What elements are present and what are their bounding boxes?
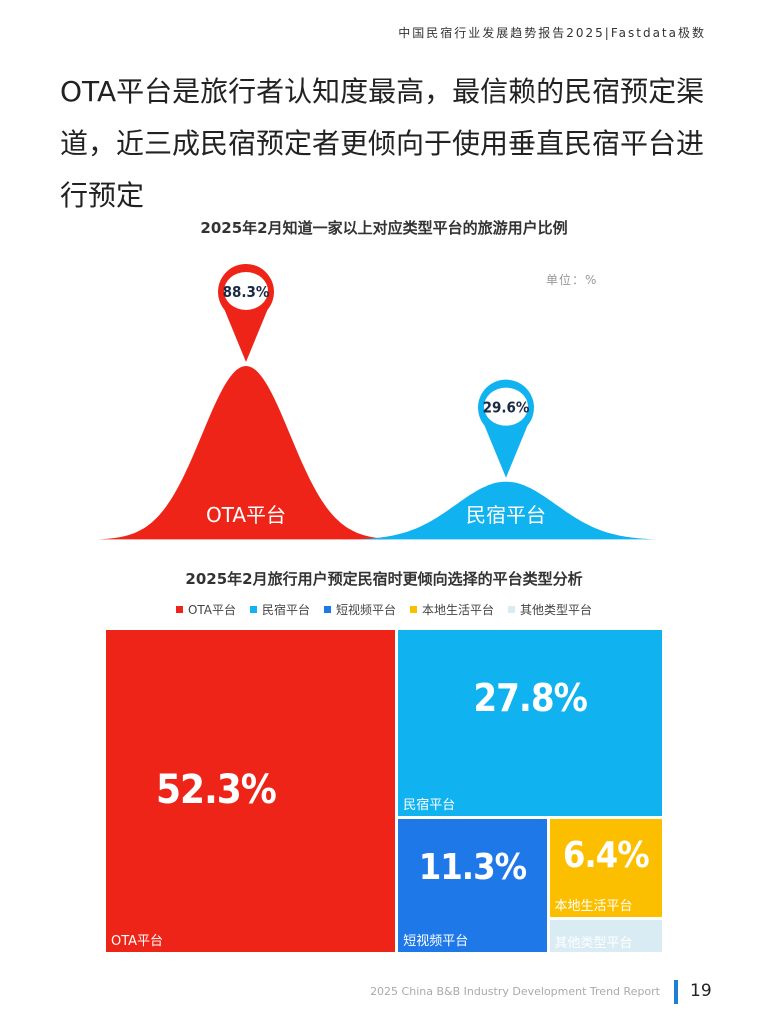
- legend-label: 民宿平台: [262, 603, 311, 617]
- treemap-category-label: 民宿平台: [403, 798, 456, 814]
- legend-label: 本地生活平台: [422, 603, 495, 617]
- page-number: 19: [690, 981, 712, 1001]
- treemap-chart-title: 2025年2月旅行用户预定民宿时更倾向选择的平台类型分析: [185, 570, 583, 588]
- awareness-bell-chart: OTA平台 88.3% 民宿平台 29.6%: [98, 263, 658, 540]
- treemap-category-label: 其他类型平台: [554, 935, 633, 951]
- treemap-category-label: 本地生活平台: [554, 898, 633, 914]
- legend-item: 短视频平台: [324, 601, 396, 618]
- treemap-cell: 其他类型平台: [549, 919, 662, 952]
- treemap-value-label: 27.8%: [473, 676, 588, 721]
- treemap-cell: 27.8% 民宿平台: [398, 630, 662, 817]
- bell-chart-title: 2025年2月知道一家以上对应类型平台的旅游用户比例: [200, 219, 568, 237]
- bell-value-label: 29.6%: [483, 399, 530, 417]
- pin-inner-circle: [224, 272, 268, 310]
- bell-category-label: OTA平台: [206, 503, 286, 527]
- bell-category-label: 民宿平台: [466, 503, 546, 527]
- legend-item: 其他类型平台: [508, 601, 592, 618]
- treemap-value-label: 6.4%: [562, 834, 650, 876]
- treemap-value-label: 52.3%: [156, 767, 277, 813]
- legend-swatch: [324, 606, 332, 613]
- legend-swatch: [508, 606, 516, 613]
- treemap-cell: 11.3% 短视频平台: [398, 819, 547, 952]
- legend-item: 民宿平台: [250, 601, 310, 618]
- legend-label: OTA平台: [187, 603, 236, 617]
- treemap-category-label: OTA平台: [111, 934, 164, 949]
- bell-curve-1: [98, 366, 394, 540]
- legend-item: 本地生活平台: [410, 601, 494, 618]
- report-header: 中国民宿行业发展趋势报告2025|Fastdata极数: [398, 26, 706, 40]
- legend-swatch: [410, 606, 418, 613]
- treemap-legend: OTA平台 民宿平台 短视频平台 本地生活平台 其他类型平台: [0, 601, 768, 618]
- treemap-cell: 6.4% 本地生活平台: [549, 819, 662, 917]
- legend-swatch: [250, 606, 257, 613]
- treemap-value-label: 11.3%: [418, 846, 527, 888]
- legend-swatch: [175, 606, 183, 613]
- treemap-category-label: 短视频平台: [403, 933, 469, 949]
- bell-chart-unit: 单位：%: [546, 273, 598, 287]
- bell-value-label: 88.3%: [223, 283, 270, 301]
- legend-label: 短视频平台: [336, 603, 397, 617]
- footer-accent-bar: [674, 980, 678, 1004]
- pin-inner-circle: [484, 387, 528, 426]
- legend-item: OTA平台: [175, 601, 236, 618]
- bell-curve-2: [354, 481, 658, 540]
- footer-report-name: 2025 China B&B Industry Development Tren…: [370, 985, 660, 998]
- legend-label: 其他类型平台: [520, 603, 593, 617]
- treemap-cell: 52.3% OTA平台: [106, 630, 396, 952]
- page-headline: OTA平台是旅行者认知度最高，最信赖的民宿预定渠道，近三成民宿预定者更倾向于使用…: [60, 75, 705, 212]
